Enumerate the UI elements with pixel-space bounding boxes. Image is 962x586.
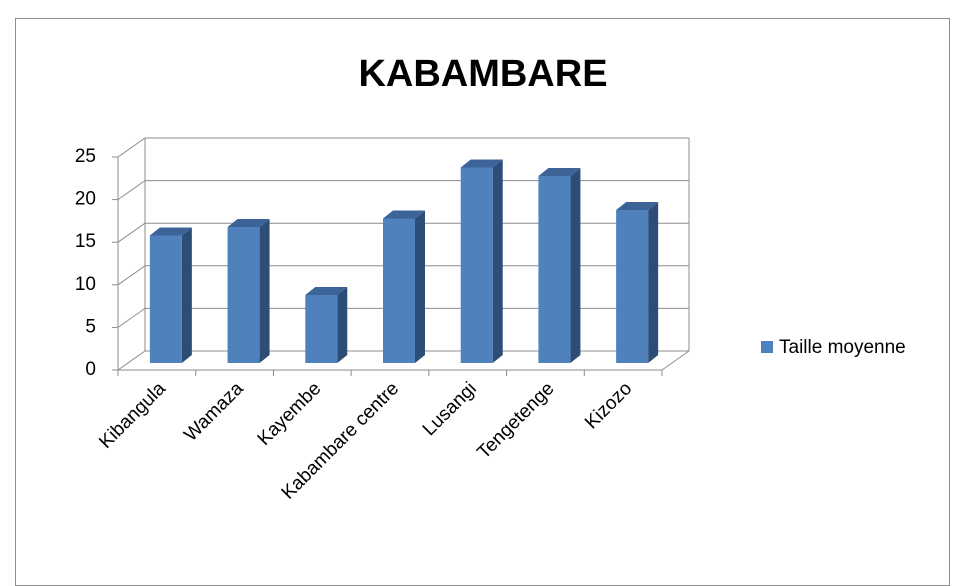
bar-side <box>570 168 581 363</box>
y-tick-label: 15 <box>75 231 96 252</box>
bar-side <box>415 210 425 363</box>
legend-swatch <box>761 341 773 353</box>
bar-side <box>337 287 348 363</box>
bar-front <box>227 227 260 363</box>
bar-front <box>616 210 649 363</box>
bar <box>149 227 192 363</box>
y-tick-label: 0 <box>85 359 96 380</box>
grid-line-side <box>117 137 146 158</box>
bar <box>538 168 581 363</box>
grid-line-side <box>117 265 146 286</box>
bar <box>460 159 503 363</box>
bar-side <box>492 159 503 363</box>
bar-side <box>259 219 270 363</box>
bar-front <box>538 176 571 363</box>
legend-label: Taille moyenne <box>779 337 906 358</box>
y-tick-label: 20 <box>75 189 96 210</box>
bar-top <box>460 159 503 168</box>
bar-side <box>648 202 659 363</box>
y-tick-label: 5 <box>85 316 96 337</box>
bar-top <box>305 287 348 295</box>
bar <box>305 287 348 363</box>
y-tick-label: 25 <box>75 146 96 167</box>
grid-line-side <box>117 307 146 328</box>
grid-line-side <box>117 222 146 243</box>
chart-title: KABAMBARE <box>358 53 607 95</box>
bar-top <box>538 168 581 176</box>
bar-top <box>383 210 425 219</box>
bar-top <box>149 227 192 236</box>
grid-line-side <box>117 180 146 201</box>
bar <box>383 210 425 363</box>
floor-edge <box>661 350 690 371</box>
y-tick-label: 10 <box>75 274 96 295</box>
bar-front <box>383 218 415 363</box>
bar-top <box>227 219 270 227</box>
bar-front <box>305 295 338 363</box>
bar-front <box>460 167 493 363</box>
bar-top <box>616 202 659 210</box>
bar <box>227 219 270 363</box>
bar-front <box>149 235 182 363</box>
grid-line-side <box>117 350 146 371</box>
bar-side <box>181 227 192 363</box>
bar <box>616 202 659 363</box>
